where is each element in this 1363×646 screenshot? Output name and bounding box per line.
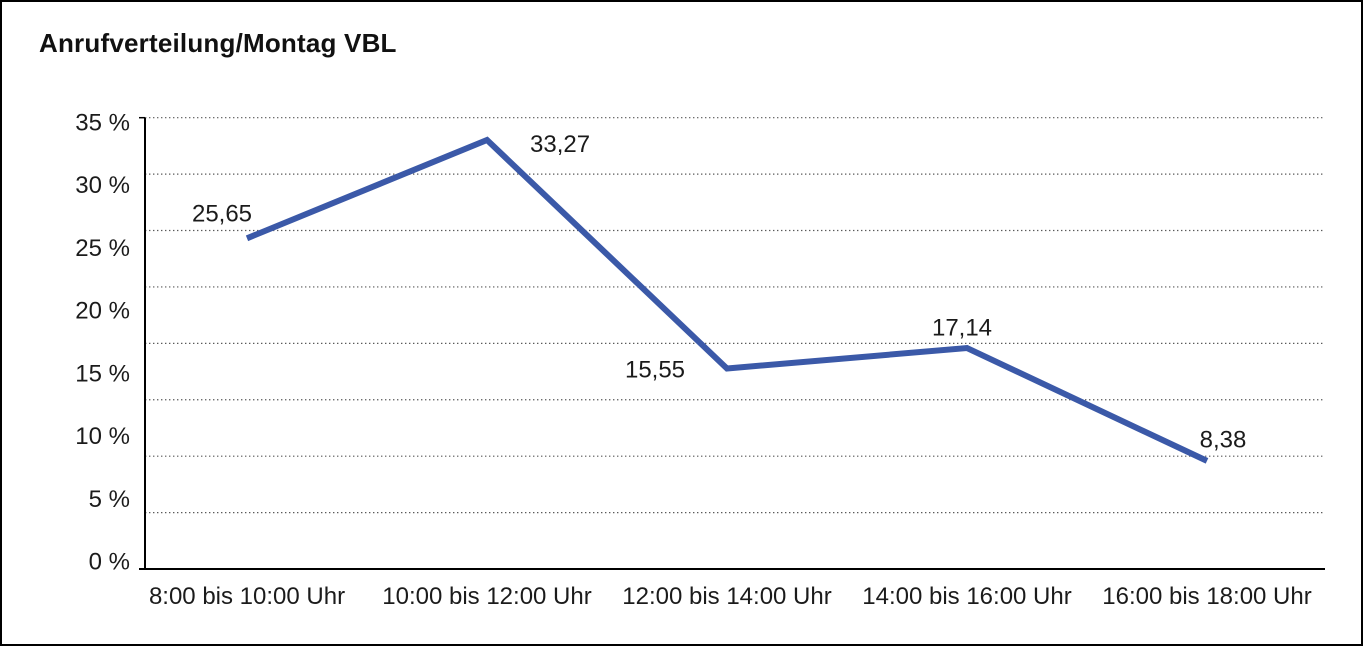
data-point-label: 33,27	[530, 131, 590, 158]
y-tick-label: 10 %	[75, 423, 130, 450]
y-tick-label: 30 %	[75, 172, 130, 199]
x-category-label: 16:00 bis 18:00 Uhr	[1102, 583, 1311, 610]
y-tick-label: 15 %	[75, 360, 130, 387]
series-line	[245, 136, 1209, 464]
x-category-label: 14:00 bis 16:00 Uhr	[862, 583, 1071, 610]
y-tick-label: 0 %	[89, 548, 130, 575]
data-point-label: 8,38	[1200, 426, 1247, 453]
data-point-label: 25,65	[192, 200, 252, 227]
y-tick-label: 25 %	[75, 235, 130, 262]
chart-title: Anrufverteilung/Montag VBL	[39, 28, 397, 58]
data-point-label: 15,55	[625, 356, 685, 383]
x-category-label: 12:00 bis 14:00 Uhr	[622, 583, 831, 610]
y-tick-label: 20 %	[75, 298, 130, 325]
y-tick-label: 35 %	[75, 110, 130, 137]
x-category-label: 10:00 bis 12:00 Uhr	[382, 583, 591, 610]
data-point-label: 17,14	[932, 314, 992, 341]
y-tick-label: 5 %	[89, 486, 130, 513]
x-category-label: 8:00 bis 10:00 Uhr	[149, 583, 345, 610]
